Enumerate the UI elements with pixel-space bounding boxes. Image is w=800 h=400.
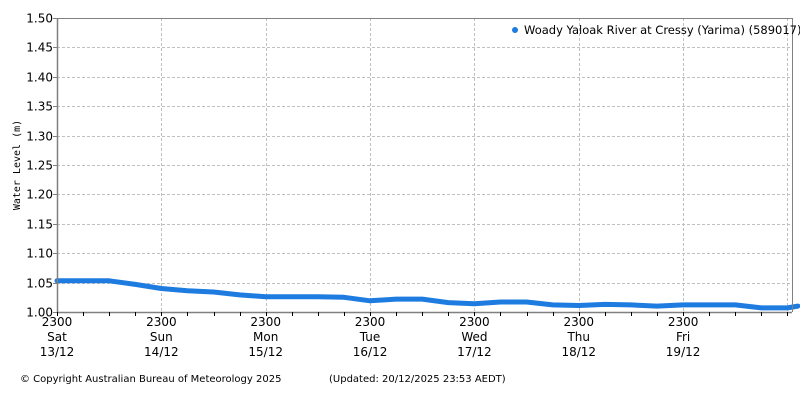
svg-text:17/12: 17/12 <box>457 345 492 359</box>
y-tick-label: 1.05 <box>26 277 53 291</box>
y-tick-label: 1.15 <box>26 218 53 232</box>
svg-text:Mon: Mon <box>253 330 278 344</box>
svg-text:2300: 2300 <box>250 315 281 329</box>
svg-text:14/12: 14/12 <box>144 345 179 359</box>
svg-text:2300: 2300 <box>42 315 73 329</box>
y-tick-label: 1.00 <box>26 306 53 320</box>
y-tick-label: 1.50 <box>26 12 53 26</box>
svg-text:Sun: Sun <box>150 330 173 344</box>
y-tick-label: 1.45 <box>26 41 53 55</box>
y-axis-title: Water Level (m) <box>12 120 23 210</box>
svg-text:2300: 2300 <box>355 315 386 329</box>
svg-text:Fri: Fri <box>676 330 690 344</box>
data-series <box>54 278 800 311</box>
grid-lines <box>57 18 792 312</box>
y-tick-label: 1.30 <box>26 130 53 144</box>
x-axis-ticks: 2300Sat13/122300Sun14/122300Mon15/122300… <box>40 312 788 359</box>
y-tick-label: 1.35 <box>26 100 53 114</box>
axes <box>56 18 793 314</box>
y-tick-label: 1.10 <box>26 247 53 261</box>
copyright-text: © Copyright Australian Bureau of Meteoro… <box>20 374 282 385</box>
y-tick-label: 1.25 <box>26 159 53 173</box>
legend-label: Woady Yaloak River at Cressy (Yarima) (5… <box>524 23 800 37</box>
svg-text:2300: 2300 <box>563 315 594 329</box>
svg-text:16/12: 16/12 <box>353 345 388 359</box>
legend: Woady Yaloak River at Cressy (Yarima) (5… <box>512 23 800 37</box>
updated-timestamp: (Updated: 20/12/2025 23:53 AEDT) <box>329 374 506 385</box>
y-tick-label: 1.40 <box>26 71 53 85</box>
svg-text:19/12: 19/12 <box>666 345 701 359</box>
svg-text:18/12: 18/12 <box>561 345 596 359</box>
svg-text:Sat: Sat <box>47 330 67 344</box>
water-level-line <box>54 278 800 311</box>
svg-text:15/12: 15/12 <box>248 345 283 359</box>
legend-marker-icon <box>512 27 518 33</box>
svg-text:13/12: 13/12 <box>40 345 75 359</box>
svg-text:2300: 2300 <box>459 315 490 329</box>
svg-text:Thu: Thu <box>566 330 590 344</box>
y-axis-ticks: 1.00 1.05 1.10 1.15 1.20 1.25 1.30 1.35 1.40 1.45… <box>26 12 57 320</box>
svg-text:2300: 2300 <box>668 315 699 329</box>
svg-text:Tue: Tue <box>359 330 381 344</box>
y-tick-label: 1.20 <box>26 188 53 202</box>
svg-text:2300: 2300 <box>146 315 177 329</box>
svg-text:Wed: Wed <box>461 330 487 344</box>
